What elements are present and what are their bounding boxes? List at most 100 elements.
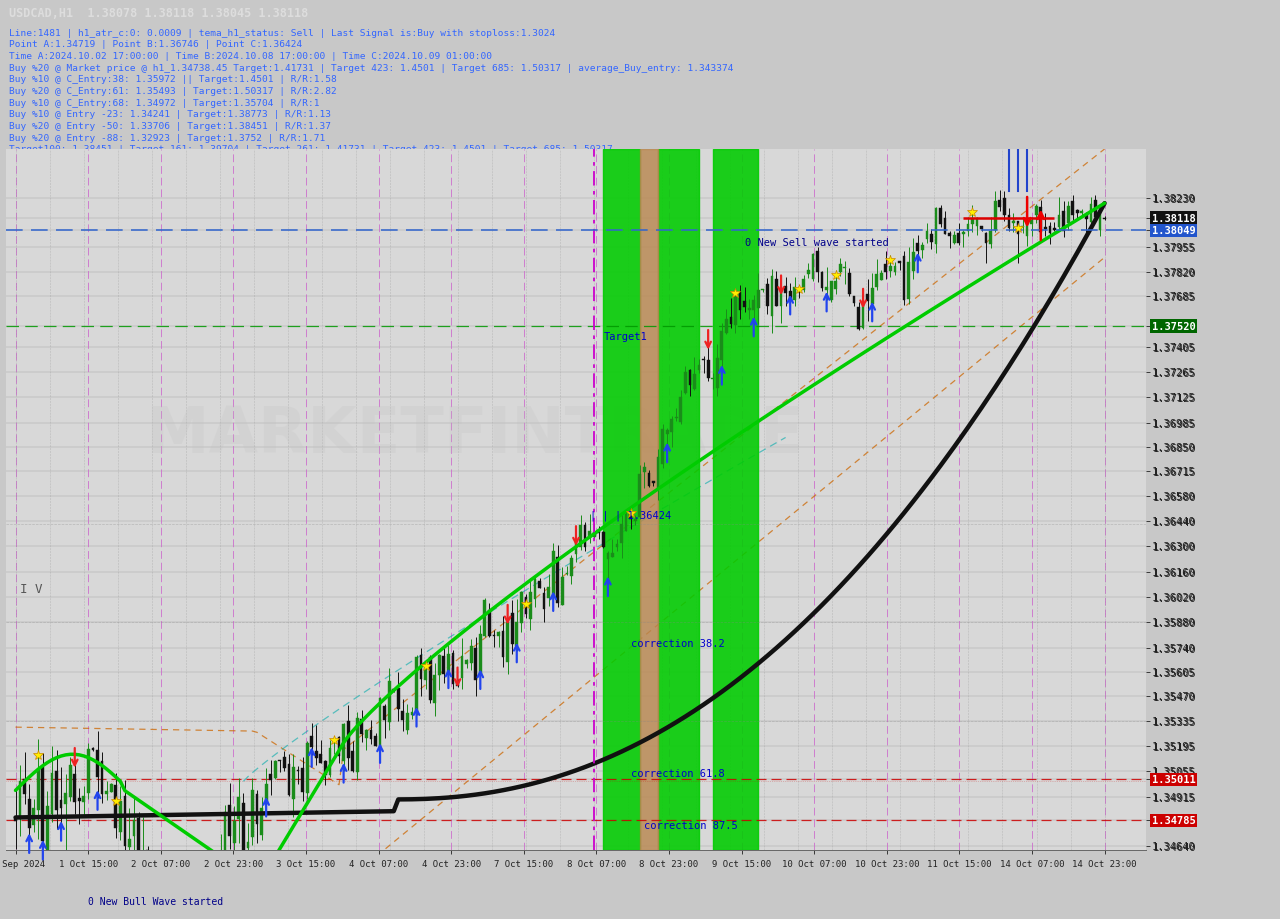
Bar [283, 756, 285, 768]
Bar [724, 319, 728, 334]
Text: correction 38.2: correction 38.2 [631, 638, 724, 648]
Bar [502, 631, 504, 657]
Bar [383, 706, 387, 720]
Bar [461, 656, 463, 678]
Bar [698, 366, 700, 370]
Bar [465, 661, 468, 664]
Bar [374, 736, 376, 746]
Text: 1.37125: 1.37125 [1152, 393, 1196, 403]
Bar [611, 553, 614, 557]
Bar [1103, 219, 1106, 221]
Bar [616, 544, 618, 547]
Bar [788, 292, 791, 302]
Bar [351, 751, 355, 772]
Bar [329, 749, 332, 776]
Bar [424, 667, 428, 680]
Bar [242, 803, 244, 852]
Bar [948, 234, 951, 237]
Bar [902, 257, 905, 301]
Text: Point A:1.34719 | Point B:1.36746 | Point C:1.36424: Point A:1.34719 | Point B:1.36746 | Poin… [9, 40, 302, 49]
Bar [762, 289, 764, 290]
Bar [943, 219, 946, 234]
Bar [552, 551, 554, 597]
Bar [579, 526, 582, 547]
Bar [361, 720, 364, 734]
Text: 1.35055: 1.35055 [1152, 766, 1196, 777]
Bar [548, 587, 550, 598]
Bar [1071, 201, 1074, 216]
Text: 1.36020: 1.36020 [1152, 593, 1196, 602]
Bar [310, 736, 314, 747]
Bar [980, 227, 983, 230]
Text: 1.37265: 1.37265 [1152, 368, 1196, 378]
Bar [640, 150, 658, 850]
Bar [511, 613, 513, 645]
Bar [14, 820, 17, 821]
Bar [621, 525, 623, 544]
Bar [228, 805, 232, 836]
Text: 1.34640: 1.34640 [1152, 842, 1196, 852]
Bar [73, 774, 76, 802]
Bar [347, 721, 349, 759]
Bar [324, 761, 326, 775]
Bar [301, 768, 303, 792]
Bar [96, 750, 99, 777]
Bar [438, 656, 440, 675]
Bar [756, 290, 759, 308]
Bar [210, 866, 212, 894]
Bar [484, 600, 486, 636]
Bar [598, 530, 600, 533]
Bar [735, 294, 737, 325]
Bar [1012, 222, 1015, 223]
Bar [884, 265, 887, 272]
Bar [28, 799, 31, 828]
Text: | | | 1.36424: | | | 1.36424 [590, 510, 671, 520]
Bar [776, 280, 778, 306]
Bar [169, 868, 172, 898]
Bar [1048, 227, 1051, 234]
Bar [429, 657, 431, 700]
Bar [648, 473, 650, 486]
Bar [411, 712, 413, 715]
Bar [493, 635, 495, 636]
Bar [397, 688, 399, 709]
Bar [1044, 228, 1047, 229]
Text: 1.38049: 1.38049 [1152, 226, 1196, 236]
Bar [269, 775, 273, 780]
Bar [794, 289, 796, 301]
Text: 1.35880: 1.35880 [1152, 618, 1196, 628]
Bar [434, 675, 436, 703]
Bar [925, 233, 928, 240]
Bar [333, 741, 335, 743]
Text: Buy %20 @ C_Entry:61: 1.35493 | Target:1.50317 | R/R:2.82: Buy %20 @ C_Entry:61: 1.35493 | Target:1… [9, 87, 337, 96]
Bar [379, 698, 381, 750]
Bar [744, 302, 746, 308]
Bar [41, 766, 45, 841]
Text: 1.36580: 1.36580 [1152, 492, 1196, 502]
Bar [1053, 229, 1056, 231]
Bar [835, 282, 837, 289]
Bar [46, 806, 49, 852]
Bar [356, 719, 358, 772]
Text: USDCAD,H1  1.38078 1.38118 1.38045 1.38118: USDCAD,H1 1.38078 1.38118 1.38045 1.3811… [9, 7, 308, 20]
Bar [315, 751, 317, 758]
Bar [297, 770, 300, 771]
Text: 1.37955: 1.37955 [1152, 244, 1196, 253]
Bar [146, 850, 148, 868]
Bar [602, 532, 604, 548]
Text: Line:1481 | h1_atr_c:0: 0.0009 | tema_h1_status: Sell | Last Signal is:Buy with : Line:1481 | h1_atr_c:0: 0.0009 | tema_h1… [9, 28, 556, 38]
Bar [110, 784, 113, 792]
Bar [765, 285, 769, 307]
Bar [520, 592, 522, 623]
Bar [196, 906, 200, 913]
Text: 1.35740: 1.35740 [1152, 643, 1196, 652]
Bar [183, 891, 186, 902]
Text: 0 New Sell wave started: 0 New Sell wave started [745, 237, 888, 247]
Bar [584, 526, 586, 548]
Bar [479, 634, 481, 675]
Bar [838, 265, 842, 273]
Bar [803, 279, 805, 290]
Bar [1089, 205, 1092, 223]
Bar [739, 292, 741, 311]
Bar [806, 270, 810, 275]
